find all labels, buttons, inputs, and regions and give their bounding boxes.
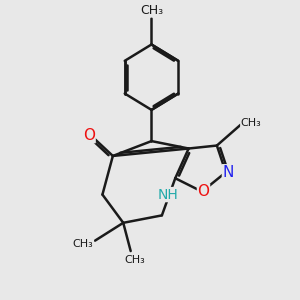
Text: CH₃: CH₃ (241, 118, 261, 128)
Text: CH₃: CH₃ (140, 4, 163, 17)
Text: CH₃: CH₃ (125, 255, 146, 265)
Text: CH₃: CH₃ (73, 238, 94, 249)
Text: O: O (83, 128, 95, 142)
Text: NH: NH (158, 188, 178, 202)
Text: O: O (197, 184, 209, 199)
Text: N: N (223, 165, 234, 180)
